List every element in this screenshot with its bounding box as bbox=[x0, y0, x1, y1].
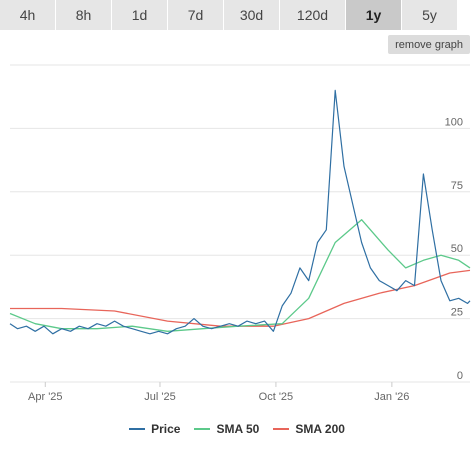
legend-label: SMA 50 bbox=[216, 422, 260, 436]
x-axis: Apr '25 Jul '25 Oct '25 Jan '26 bbox=[28, 382, 409, 403]
legend-label: Price bbox=[151, 422, 181, 436]
timeframe-tabs: 4h 8h 1d 7d 30d 120d 1y 5y bbox=[0, 0, 474, 30]
x-tick-label: Apr '25 bbox=[28, 391, 63, 403]
x-tick-label: Jan '26 bbox=[374, 391, 409, 403]
legend-swatch bbox=[194, 428, 211, 430]
tab-4h[interactable]: 4h bbox=[0, 0, 56, 30]
tab-8h[interactable]: 8h bbox=[56, 0, 112, 30]
y-tick-label: 75 bbox=[451, 180, 463, 192]
tab-30d[interactable]: 30d bbox=[224, 0, 280, 30]
y-axis: 0 25 50 75 100 bbox=[445, 116, 463, 382]
legend-label: SMA 200 bbox=[295, 422, 345, 436]
legend-swatch bbox=[129, 428, 146, 430]
y-tick-label: 50 bbox=[451, 243, 463, 255]
series-line-sma-50 bbox=[9, 219, 471, 332]
legend-swatch bbox=[273, 428, 290, 430]
legend-item-sma-200[interactable]: SMA 200 bbox=[273, 420, 345, 438]
tab-1y[interactable]: 1y bbox=[346, 0, 402, 30]
y-tick-label: 0 bbox=[457, 370, 463, 382]
remove-graph-button[interactable]: remove graph bbox=[388, 35, 470, 54]
tab-120d[interactable]: 120d bbox=[280, 0, 346, 30]
tab-7d[interactable]: 7d bbox=[168, 0, 224, 30]
chart-gridlines bbox=[10, 64, 470, 383]
series-line-sma-200 bbox=[10, 269, 471, 327]
chart-series bbox=[9, 89, 471, 335]
legend-item-price[interactable]: Price bbox=[129, 420, 180, 438]
y-tick-label: 25 bbox=[451, 307, 463, 319]
legend-item-sma-50[interactable]: SMA 50 bbox=[194, 420, 259, 438]
x-tick-label: Oct '25 bbox=[259, 391, 294, 403]
price-chart: 0 25 50 75 100 Apr '25 Jul '25 Oct '25 Jan '26 bbox=[9, 64, 471, 403]
tab-5y[interactable]: 5y bbox=[402, 0, 458, 30]
y-tick-label: 100 bbox=[445, 116, 463, 128]
chart-legend: Price SMA 50 SMA 200 bbox=[0, 420, 474, 438]
series-line-price bbox=[9, 89, 471, 335]
x-tick-label: Jul '25 bbox=[144, 391, 175, 403]
tab-1d[interactable]: 1d bbox=[112, 0, 168, 30]
